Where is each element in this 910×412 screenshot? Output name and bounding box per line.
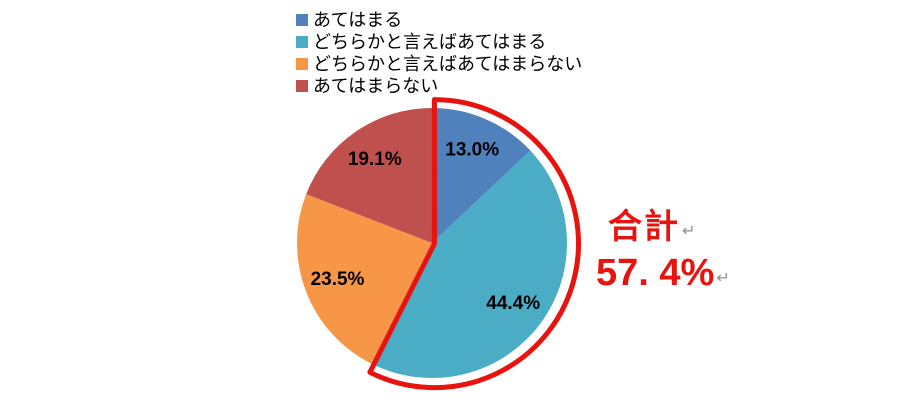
legend-label: あてはまる bbox=[313, 10, 403, 30]
paragraph-mark-icon: ↵ bbox=[682, 223, 696, 240]
legend-item: どちらかと言えばあてはまらない bbox=[296, 53, 582, 75]
legend-swatch-icon bbox=[296, 14, 308, 26]
paragraph-mark-icon: ↵ bbox=[716, 270, 730, 287]
pie-slice bbox=[297, 194, 432, 364]
slice-label: 44.4% bbox=[486, 293, 540, 314]
pie-slice bbox=[371, 150, 567, 379]
legend-label: あてはまらない bbox=[313, 76, 439, 96]
legend-item: どちらかと言えばあてはまる bbox=[296, 31, 582, 53]
total-value: 57. 4% bbox=[596, 252, 715, 294]
pie-slice bbox=[306, 108, 432, 243]
total-label: 合計 bbox=[608, 208, 680, 246]
highlight-outline bbox=[367, 97, 581, 391]
legend-item: あてはまらない bbox=[296, 75, 582, 97]
legend-item: あてはまる bbox=[296, 9, 582, 31]
slice-label: 19.1% bbox=[348, 149, 402, 170]
total-annotation: 合計 ↵ 57. 4% ↵ bbox=[596, 207, 730, 300]
legend-swatch-icon bbox=[296, 36, 308, 48]
slice-label: 13.0% bbox=[445, 140, 499, 161]
legend-swatch-icon bbox=[296, 58, 308, 70]
pie-slice bbox=[432, 108, 531, 243]
legend-swatch-icon bbox=[296, 80, 308, 92]
slice-label: 23.5% bbox=[311, 269, 365, 290]
legend-label: どちらかと言えばあてはまる bbox=[313, 32, 547, 52]
legend: あてはまる どちらかと言えばあてはまる どちらかと言えばあてはまらない あてはま… bbox=[296, 9, 582, 97]
legend-label: どちらかと言えばあてはまらない bbox=[313, 54, 583, 74]
